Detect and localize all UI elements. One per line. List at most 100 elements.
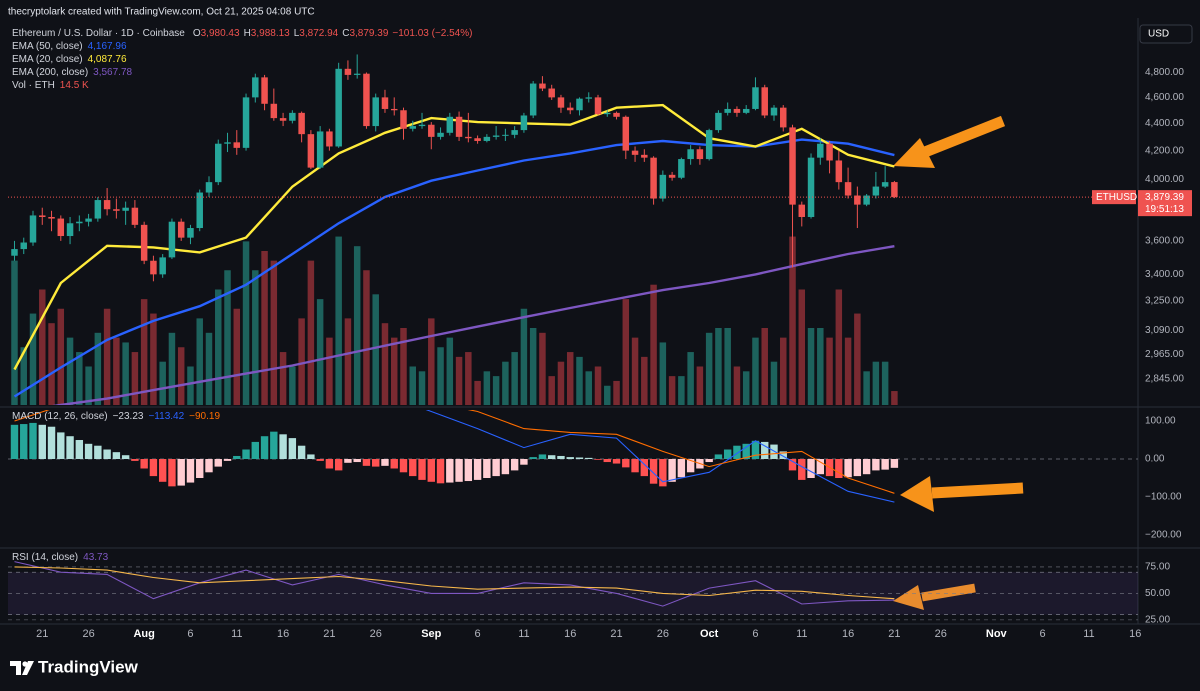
- candle-body: [103, 200, 111, 210]
- candle-body: [270, 103, 278, 119]
- y-tick-label: 100.00: [1145, 416, 1176, 427]
- candle-body: [455, 116, 463, 137]
- volume-bar: [529, 328, 537, 405]
- histogram-bar: [677, 459, 686, 478]
- indicator-line: [52, 245, 895, 405]
- indicator-line: [13, 103, 895, 371]
- y-tick-label: 2,965.00: [1145, 349, 1184, 360]
- volume-bar: [863, 371, 870, 405]
- histogram-bar: [612, 459, 621, 464]
- histogram-bar: [473, 459, 482, 480]
- candle-body: [733, 108, 741, 113]
- legend-name: Vol · ETH: [12, 80, 55, 91]
- volume-bar: [177, 347, 185, 405]
- candle-body: [113, 209, 120, 211]
- candle-body: [418, 124, 426, 127]
- volume-bar: [622, 299, 630, 405]
- volume-bar: [437, 347, 444, 405]
- histogram-bar: [594, 459, 602, 460]
- volume-bar: [891, 391, 898, 405]
- histogram-bar: [575, 457, 584, 460]
- volume-bar: [594, 366, 602, 405]
- histogram-bar: [260, 436, 269, 460]
- x-tick-label: 21: [610, 628, 622, 640]
- histogram-bar: [149, 459, 158, 477]
- volume-bar: [826, 337, 833, 405]
- histogram-bar: [640, 459, 649, 477]
- pane: [8, 561, 1138, 621]
- symbol-tag-label: ETHUSD: [1096, 192, 1137, 203]
- volume-bar: [492, 376, 500, 405]
- candle-body: [659, 174, 667, 199]
- candle-body: [705, 130, 713, 160]
- candle-body: [780, 107, 787, 128]
- volume-bar: [187, 366, 194, 405]
- volume-bar: [381, 323, 389, 405]
- legend-value: 4,167.96: [88, 41, 127, 52]
- header: thecryptolark created with TradingView.c…: [8, 7, 315, 18]
- candle-body: [307, 134, 315, 168]
- candle-body: [863, 195, 870, 205]
- x-tick-label: 11: [518, 628, 529, 640]
- legend-value: −90.19: [189, 411, 220, 422]
- y-tick-label: 4,600.00: [1145, 92, 1184, 103]
- histogram-bar: [270, 431, 278, 460]
- price-tag: [1138, 190, 1192, 217]
- candle-body: [76, 221, 83, 224]
- legend: EMA (200, close) 3,567.78: [12, 67, 133, 78]
- candle-body: [48, 216, 55, 219]
- histogram-bar: [84, 443, 93, 460]
- candle-body: [252, 77, 259, 98]
- y-tick-label: 4,400.00: [1145, 118, 1184, 129]
- candle-body: [724, 108, 731, 113]
- candle-body: [409, 126, 417, 129]
- histogram-bar: [705, 459, 713, 463]
- volume-bar: [557, 361, 565, 405]
- x-tick-label: Oct: [700, 628, 719, 640]
- histogram-bar: [547, 455, 556, 460]
- histogram-bar: [409, 459, 417, 477]
- candle-body: [604, 112, 611, 115]
- volume-bar: [835, 289, 843, 405]
- legend: RSI (14, close) 43.73: [12, 552, 109, 563]
- indicator-line: [14, 561, 895, 607]
- volume-bar: [854, 313, 861, 405]
- legend: Vol · ETH 14.5 K: [12, 80, 89, 91]
- histogram-bar: [168, 459, 176, 487]
- histogram-bar: [112, 452, 121, 460]
- histogram-bar: [353, 459, 361, 463]
- volume-bar: [502, 361, 509, 405]
- volume-bar: [539, 332, 546, 405]
- volume-bar: [798, 289, 806, 405]
- currency-box[interactable]: [1139, 24, 1193, 44]
- histogram-bar: [603, 459, 611, 463]
- histogram-bar: [585, 457, 593, 460]
- histogram-bar: [29, 422, 37, 460]
- candle-body: [140, 224, 148, 261]
- histogram-bar: [844, 459, 852, 478]
- histogram-bar: [510, 459, 519, 471]
- volume-bar: [687, 352, 694, 405]
- volume-bar: [48, 323, 55, 405]
- ohlc-label: H: [244, 28, 251, 39]
- arrow-head: [893, 138, 935, 168]
- candle-body: [316, 131, 324, 168]
- candle-body: [428, 124, 435, 137]
- volume-bar: [807, 328, 815, 405]
- x-tick-label: 6: [187, 628, 193, 640]
- volume-bar: [428, 318, 435, 405]
- x-tick-label: 6: [1040, 628, 1046, 640]
- volume-bar: [742, 371, 750, 405]
- volume-bar: [11, 260, 18, 405]
- volume-bar: [353, 246, 361, 405]
- candle-body: [400, 110, 407, 129]
- candle-body: [150, 260, 157, 275]
- legend-title: Ethereum / U.S. Dollar · 1D · Coinbase: [12, 28, 185, 39]
- volume-bar: [57, 308, 65, 405]
- histogram-bar: [251, 441, 260, 460]
- candle-body: [94, 200, 102, 219]
- volume-bar: [400, 328, 407, 405]
- histogram-bar: [399, 459, 408, 473]
- price-tag-label: 3,879.39: [1145, 192, 1184, 203]
- candle-body: [891, 182, 898, 198]
